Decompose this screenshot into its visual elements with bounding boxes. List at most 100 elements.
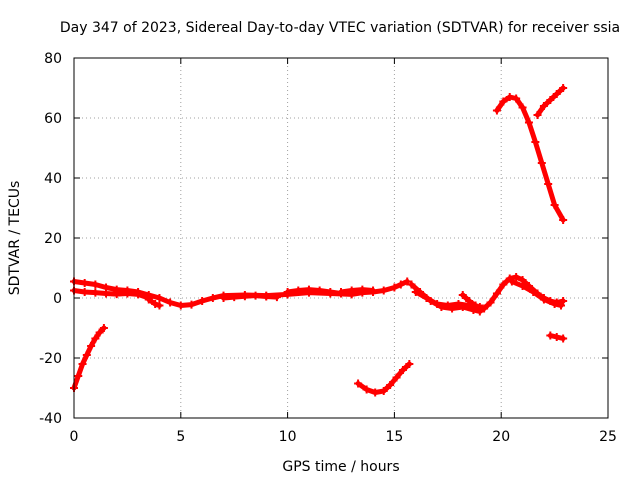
y-tick-label: 0 — [53, 291, 62, 307]
series-line-track-13 — [494, 94, 566, 223]
data-point — [91, 280, 100, 289]
series-line-track-7 — [338, 287, 376, 295]
x-tick-label: 20 — [492, 429, 510, 445]
data-point — [537, 159, 546, 167]
data-point — [144, 295, 153, 304]
data-point — [208, 294, 217, 302]
data-point — [492, 289, 501, 298]
data-point — [369, 286, 378, 295]
data-point — [443, 301, 452, 310]
data-point — [544, 180, 553, 188]
data-point — [559, 297, 568, 305]
data-point — [155, 294, 164, 302]
plot-area — [70, 84, 568, 397]
data-point — [219, 294, 228, 302]
data-point — [379, 387, 388, 395]
data-point — [512, 273, 521, 281]
data-point — [102, 289, 111, 298]
y-tick-label: 40 — [44, 171, 62, 187]
data-point — [78, 360, 87, 368]
data-point — [422, 294, 431, 302]
data-point — [99, 324, 108, 332]
data-point — [347, 286, 356, 295]
data-point — [505, 93, 514, 101]
data-point — [533, 111, 542, 119]
data-point — [550, 300, 559, 308]
x-tick-label: 5 — [176, 429, 185, 445]
data-point — [315, 286, 324, 295]
data-point — [91, 288, 100, 297]
data-point — [454, 300, 463, 308]
data-point — [405, 360, 414, 368]
data-point — [492, 106, 501, 115]
data-point — [187, 300, 196, 309]
y-tick-label: -20 — [39, 351, 62, 367]
data-point — [198, 297, 207, 305]
data-point — [552, 90, 561, 98]
data-point — [251, 291, 260, 300]
y-axis-label: SDTVAR / TECUs — [7, 181, 23, 296]
y-tick-label: 60 — [44, 111, 62, 127]
data-point — [518, 103, 527, 112]
data-point — [507, 277, 516, 286]
data-point — [486, 298, 495, 307]
data-point — [362, 385, 371, 394]
data-point — [524, 118, 533, 127]
data-point — [123, 289, 132, 298]
data-point — [477, 304, 486, 313]
data-point — [240, 292, 249, 301]
y-tick-label: 20 — [44, 231, 62, 247]
data-point — [559, 334, 568, 343]
data-point — [550, 201, 559, 209]
data-point — [499, 280, 508, 289]
data-point — [392, 373, 401, 382]
data-point — [518, 282, 527, 290]
data-point — [337, 288, 345, 296]
data-point — [386, 381, 395, 389]
data-point — [91, 334, 100, 343]
data-point — [539, 102, 548, 110]
data-point — [80, 288, 89, 296]
data-point — [151, 300, 160, 308]
data-point — [74, 372, 83, 380]
data-point — [272, 293, 281, 302]
data-point — [326, 288, 335, 296]
data-point — [80, 279, 89, 287]
data-point — [283, 288, 292, 296]
data-point — [529, 288, 538, 296]
data-point — [230, 293, 239, 302]
chart-title: Day 347 of 2023, Sidereal Day-to-day VTE… — [60, 20, 620, 36]
data-point — [371, 388, 380, 397]
data-point — [458, 291, 467, 299]
data-point — [559, 84, 568, 92]
data-point — [557, 301, 566, 310]
data-point — [465, 297, 474, 305]
data-point — [166, 298, 175, 307]
data-point — [176, 301, 185, 310]
data-point — [546, 331, 555, 340]
x-axis: 0 5 10 15 20 25 — [70, 58, 617, 445]
data-point — [396, 280, 405, 289]
data-point — [294, 286, 303, 295]
data-point — [552, 333, 561, 341]
y-axis: -40 -20 0 20 40 60 80 — [39, 51, 608, 427]
data-point — [433, 300, 442, 308]
data-point — [304, 285, 313, 294]
data-point — [539, 295, 548, 304]
data-point — [411, 288, 420, 296]
data-point — [379, 286, 388, 295]
grid — [74, 58, 608, 418]
data-point — [407, 280, 416, 289]
data-point — [390, 283, 399, 292]
data-point — [87, 342, 96, 350]
data-point — [82, 351, 91, 359]
data-point — [155, 301, 164, 310]
x-tick-label: 10 — [279, 429, 297, 445]
data-point — [512, 94, 521, 103]
x-tick-label: 0 — [70, 429, 79, 445]
series-line-track-10 — [460, 292, 485, 311]
data-point — [134, 290, 143, 299]
data-point — [559, 216, 568, 224]
x-tick-label: 25 — [599, 429, 617, 445]
